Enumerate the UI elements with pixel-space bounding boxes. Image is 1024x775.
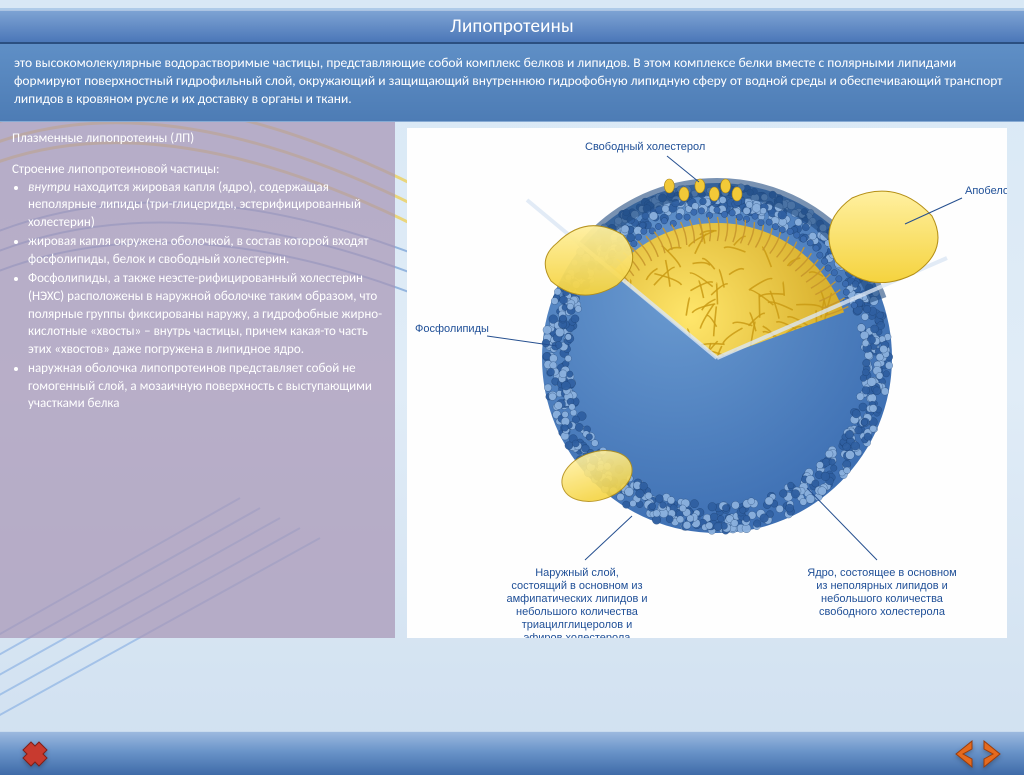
svg-text:амфипатических липидов и: амфипатических липидов и <box>506 593 647 605</box>
slide-title: Липопротеины <box>450 15 574 38</box>
svg-text:свободного холестерола: свободного холестерола <box>819 606 946 618</box>
nav-arrows[interactable] <box>950 739 1006 769</box>
intro-text: это высокомолекулярные водорастворимые ч… <box>14 54 1003 107</box>
svg-text:Свободный холестерол: Свободный холестерол <box>585 141 705 153</box>
list-item: Фосфолипиды, а также неэсте-рифицированн… <box>28 270 383 358</box>
bullet-list: внутри находится жировая капля (ядро), с… <box>12 179 383 413</box>
list-item: наружная оболочка липопротеинов представ… <box>28 360 383 413</box>
close-icon <box>18 737 52 771</box>
svg-text:небольшого количества: небольшого количества <box>516 606 639 618</box>
lipoprotein-diagram: Свободный холестерол Апобелок Фосфолипиды Н… <box>395 122 1024 638</box>
svg-text:состоящий в основном из: состоящий в основном из <box>511 580 642 592</box>
svg-text:небольшого количества: небольшого количества <box>821 593 944 605</box>
svg-text:Ядро, состоящее в основном: Ядро, состоящее в основном <box>807 567 956 579</box>
panel-subtitle: Плазменные липопротеины (ЛП) <box>12 130 383 148</box>
prev-arrow-icon <box>950 739 978 769</box>
svg-text:триацилглицеролов и: триацилглицеролов и <box>521 619 632 631</box>
svg-text:Фосфолипиды: Фосфолипиды <box>415 323 489 335</box>
svg-text:из неполярных липидов и: из неполярных липидов и <box>816 580 948 592</box>
list-item: жировая капля окружена оболочкой, в сост… <box>28 233 383 268</box>
svg-text:Апобелок: Апобелок <box>965 185 1007 197</box>
list-item: внутри находится жировая капля (ядро), с… <box>28 179 383 232</box>
footer-bar <box>0 731 1024 775</box>
slide-title-bar: Липопротеины <box>0 8 1024 44</box>
intro-text-box: это высокомолекулярные водорастворимые ч… <box>0 44 1024 122</box>
structure-heading: Строение липопротеиновой частицы: <box>12 161 383 179</box>
left-text-panel: Плазменные липопротеины (ЛП) Строение ли… <box>0 122 395 638</box>
next-arrow-icon <box>978 739 1006 769</box>
svg-text:эфиров холестерола: эфиров холестерола <box>523 632 631 638</box>
svg-text:Наружный слой,: Наружный слой, <box>535 567 619 579</box>
close-button[interactable] <box>18 737 52 771</box>
